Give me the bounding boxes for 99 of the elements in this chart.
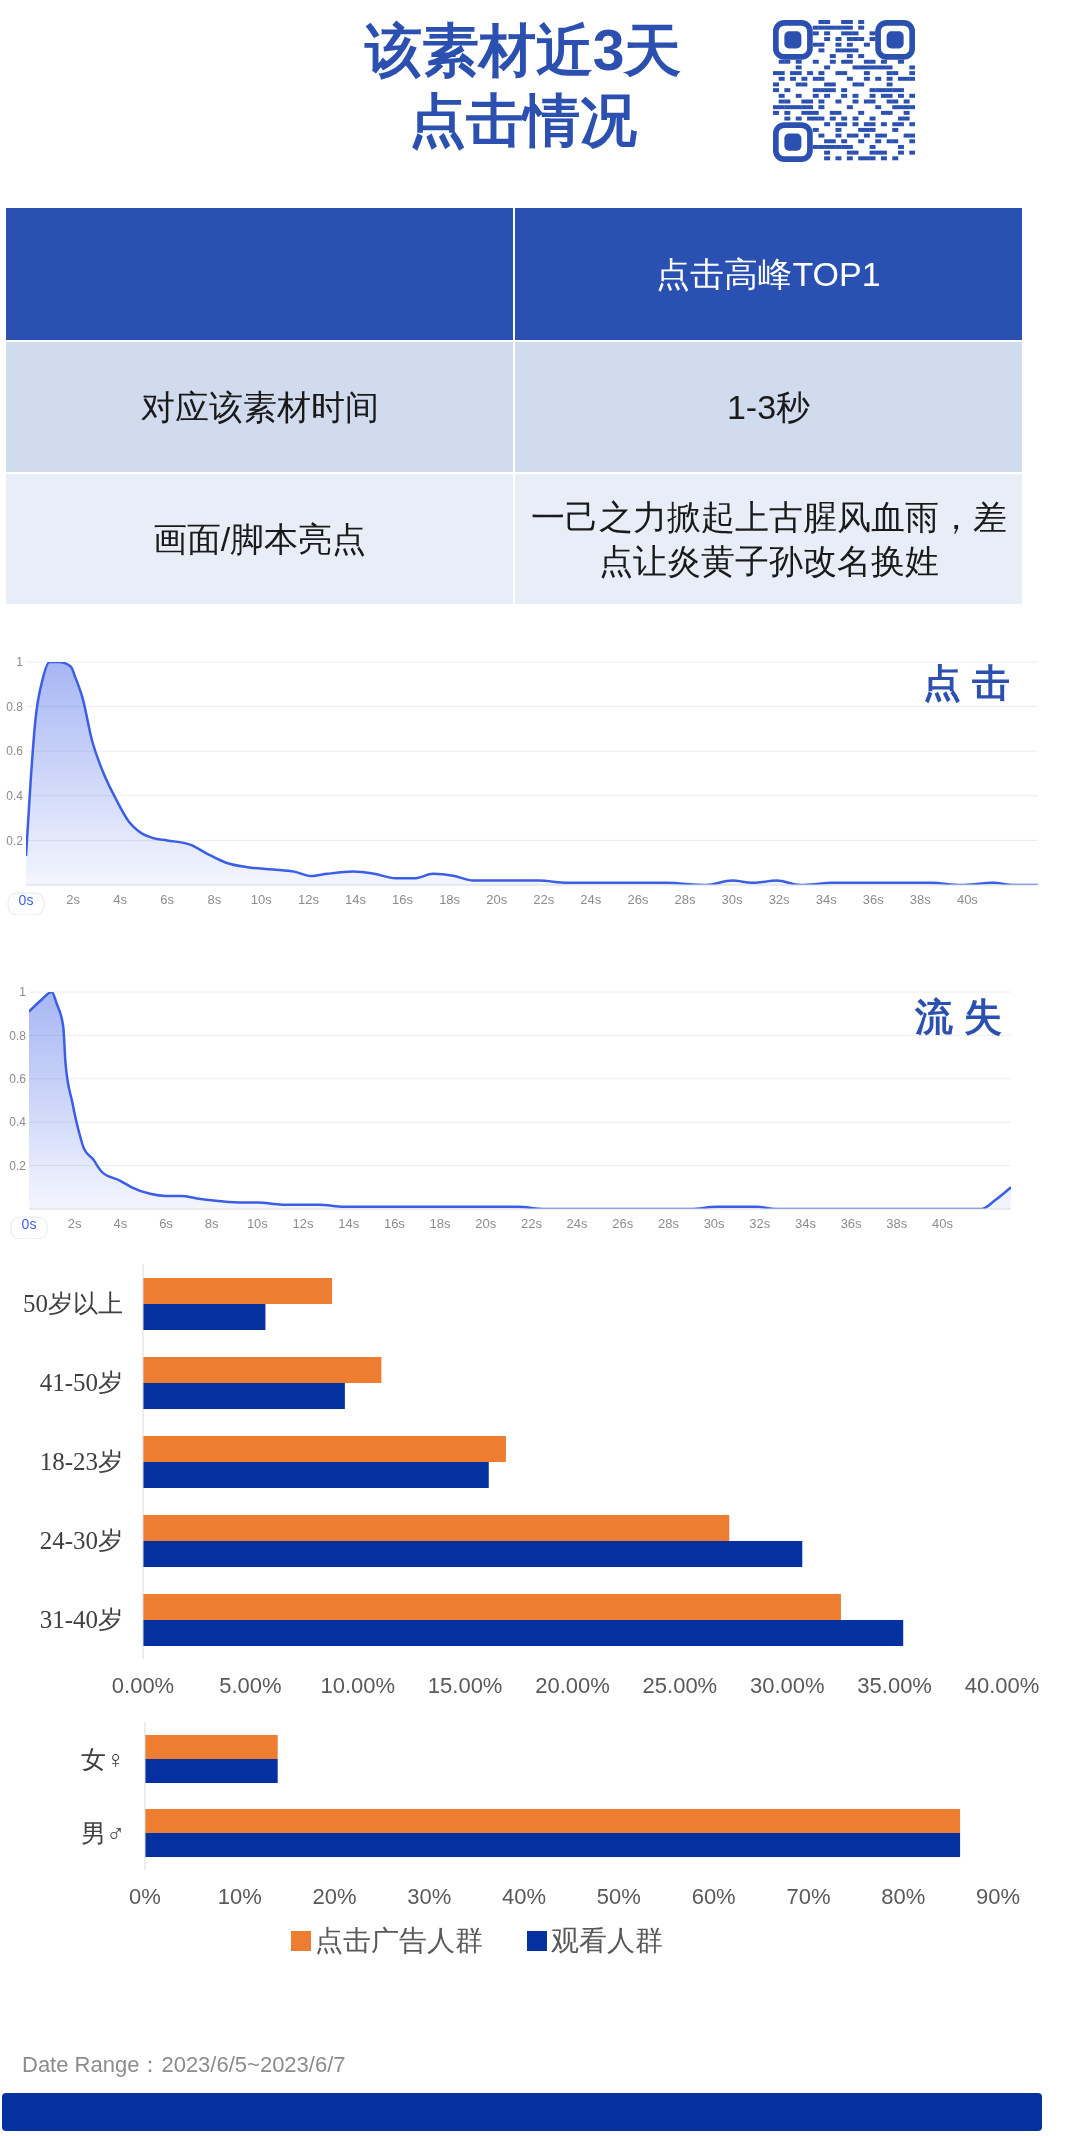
x-tick-label: 10.00% <box>320 1672 396 1698</box>
x-tick-label: 20s <box>475 1216 497 1232</box>
category-label: 画面/脚本亮点 <box>152 520 367 558</box>
x-tick-label: 38s <box>909 892 932 908</box>
y-tick-label: 0.8 <box>6 699 24 714</box>
x-tick-label: 60% <box>691 1883 736 1909</box>
x-tick-label: 5.00% <box>219 1672 282 1698</box>
x-tick-label: 24s <box>566 1216 589 1232</box>
x-tick-label: 36s <box>840 1216 863 1232</box>
x-tick-label: 26s <box>627 892 649 908</box>
x-tick-label: 22s <box>520 1216 543 1232</box>
x-tick-label: 25.00% <box>642 1672 718 1698</box>
x-tick-label: 4s <box>113 892 128 908</box>
x-tick-label: 14s <box>338 1216 360 1232</box>
bar <box>143 1436 506 1462</box>
y-tick-label: 0.2 <box>9 1158 27 1173</box>
x-tick-label: 4s <box>113 1216 128 1232</box>
x-tick-label: 90% <box>975 1883 1021 1909</box>
x-tick-label: 38s <box>886 1216 908 1232</box>
x-tick-label: 20.00% <box>535 1672 610 1698</box>
x-tick-label: 20% <box>312 1883 357 1909</box>
x-tick-label: 12s <box>297 892 320 908</box>
chart-title: 点击 <box>923 662 1021 704</box>
x-tick-label: 14s <box>345 892 367 908</box>
x-tick-label: 10% <box>217 1883 262 1909</box>
x-tick-label: 34s <box>794 1216 817 1232</box>
category-label: 对应该素材时间 <box>140 388 379 426</box>
x-tick-label: 30s <box>721 892 744 908</box>
x-tick-label: 2s <box>66 892 81 908</box>
x-tick-label: 40% <box>502 1883 547 1909</box>
x-tick-label: 0% <box>129 1883 161 1909</box>
y-tick-label: 男♂ <box>81 1819 125 1847</box>
chart-title: 流失 <box>915 996 1013 1038</box>
x-tick-label: 32s <box>749 1216 771 1232</box>
text: Date Range：2023/6/5~2023/6/7 <box>22 2052 346 2077</box>
x-tick-label: 0s <box>18 891 34 908</box>
x-tick-label: 30s <box>703 1216 726 1232</box>
x-tick-label: 16s <box>392 892 414 908</box>
text: 该素材近3天点击情况 <box>364 18 682 152</box>
bar <box>143 1304 266 1330</box>
category-label: 点击高峰TOP1 <box>656 255 881 293</box>
x-tick-label: 36s <box>862 892 885 908</box>
x-tick-label: 40s <box>932 1216 954 1232</box>
y-tick-label: 0.8 <box>9 1028 27 1043</box>
x-tick-label: 8s <box>204 1216 220 1232</box>
x-tick-label: 50% <box>596 1883 641 1909</box>
y-tick-label: 0.4 <box>9 1115 27 1130</box>
x-tick-label: 30% <box>407 1883 452 1909</box>
y-tick-label: 0.4 <box>6 789 24 804</box>
x-tick-label: 40s <box>956 892 979 908</box>
x-tick-label: 10s <box>250 892 273 908</box>
y-tick-label: 31-40岁 <box>39 1606 123 1634</box>
y-tick-label: 50岁以上 <box>23 1290 123 1318</box>
x-tick-label: 15.00% <box>427 1672 503 1698</box>
x-tick-label: 18s <box>429 1216 452 1232</box>
x-tick-label: 70% <box>786 1883 831 1909</box>
bar <box>143 1541 803 1567</box>
x-tick-label: 6s <box>159 1216 174 1232</box>
text: 一己之力掀起上古腥风血雨，差点让炎黄子孙改名换姓 <box>530 498 1007 580</box>
y-tick-label: 41-50岁 <box>39 1369 123 1397</box>
y-tick-label: 女♀ <box>81 1745 125 1773</box>
x-tick-label: 26s <box>612 1216 634 1232</box>
bar <box>143 1462 489 1488</box>
x-tick-label: 0s <box>21 1215 37 1232</box>
x-tick-label: 28s <box>657 1216 680 1232</box>
x-tick-label: 80% <box>881 1883 926 1909</box>
legend-label: 点击广告人群 <box>315 1924 483 1956</box>
bar <box>143 1620 904 1646</box>
x-tick-label: 12s <box>292 1216 315 1232</box>
x-tick-label: 20s <box>486 892 508 908</box>
bar <box>143 1383 345 1409</box>
x-tick-label: 10s <box>246 1216 269 1232</box>
x-tick-label: 8s <box>207 892 222 908</box>
x-tick-label: 34s <box>815 892 838 908</box>
x-tick-label: 18s <box>439 892 461 908</box>
x-tick-label: 28s <box>674 892 696 908</box>
y-tick-label: 18-23岁 <box>39 1448 123 1476</box>
x-tick-label: 6s <box>160 892 175 908</box>
x-tick-label: 24s <box>580 892 602 908</box>
legend-label: 观看人群 <box>551 1924 663 1956</box>
x-tick-label: 35.00% <box>857 1672 932 1698</box>
bar <box>143 1515 730 1541</box>
y-tick-label: 24-30岁 <box>39 1527 123 1555</box>
x-tick-label: 30.00% <box>749 1672 825 1698</box>
y-tick-label: 0.6 <box>9 1072 27 1087</box>
y-tick-label: 1 <box>16 655 24 670</box>
y-tick-label: 0.2 <box>6 833 24 848</box>
bar <box>143 1278 332 1304</box>
bar <box>143 1594 841 1620</box>
x-tick-label: 2s <box>67 1216 83 1232</box>
x-tick-label: 0.00% <box>111 1672 175 1698</box>
y-tick-label: 0.6 <box>6 744 24 759</box>
x-tick-label: 22s <box>533 892 555 908</box>
x-tick-label: 16s <box>383 1216 406 1232</box>
y-tick-label: 1 <box>19 985 27 1000</box>
x-tick-label: 40.00% <box>964 1672 1040 1698</box>
x-tick-label: 32s <box>768 892 791 908</box>
text: 1-3秒 <box>726 388 811 426</box>
bar <box>143 1357 382 1383</box>
